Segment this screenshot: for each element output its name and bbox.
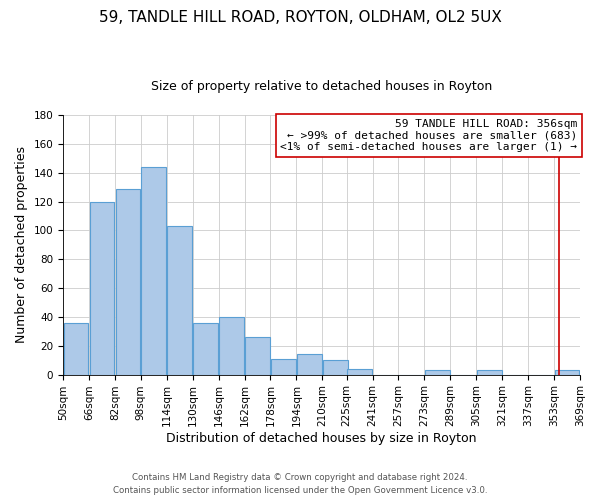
- Bar: [297, 354, 322, 374]
- Bar: [142, 167, 166, 374]
- Title: Size of property relative to detached houses in Royton: Size of property relative to detached ho…: [151, 80, 492, 93]
- Bar: [64, 322, 88, 374]
- Bar: [555, 370, 580, 374]
- Bar: [89, 202, 114, 374]
- Bar: [477, 370, 502, 374]
- Text: 59, TANDLE HILL ROAD, ROYTON, OLDHAM, OL2 5UX: 59, TANDLE HILL ROAD, ROYTON, OLDHAM, OL…: [98, 10, 502, 25]
- Bar: [116, 188, 140, 374]
- Bar: [193, 322, 218, 374]
- Bar: [245, 337, 270, 374]
- Y-axis label: Number of detached properties: Number of detached properties: [15, 146, 28, 344]
- Text: Contains HM Land Registry data © Crown copyright and database right 2024.
Contai: Contains HM Land Registry data © Crown c…: [113, 474, 487, 495]
- Text: 59 TANDLE HILL ROAD: 356sqm
← >99% of detached houses are smaller (683)
<1% of s: 59 TANDLE HILL ROAD: 356sqm ← >99% of de…: [280, 119, 577, 152]
- Bar: [219, 317, 244, 374]
- Bar: [425, 370, 450, 374]
- Bar: [323, 360, 347, 374]
- Bar: [167, 226, 192, 374]
- Bar: [271, 358, 296, 374]
- X-axis label: Distribution of detached houses by size in Royton: Distribution of detached houses by size …: [166, 432, 477, 445]
- Bar: [347, 369, 372, 374]
